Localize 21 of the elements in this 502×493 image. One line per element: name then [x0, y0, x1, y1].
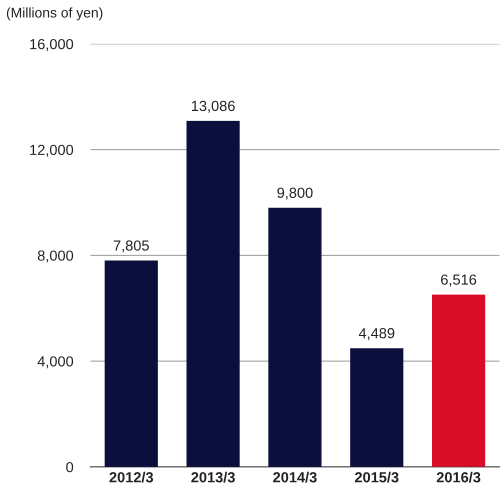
y-tick-label: 8,000: [38, 250, 74, 263]
y-tick-label: 16,000: [30, 38, 74, 52]
y-tick-label: 0: [66, 462, 74, 472]
data-label: 6,516: [441, 274, 476, 286]
x-tick-label: 2015/3: [354, 472, 399, 483]
y-tick-label: 4,000: [38, 356, 74, 368]
y-axis-title: (Millions of yen): [6, 7, 102, 20]
bar: [186, 120, 240, 467]
x-tick-label: 2014/3: [273, 472, 317, 483]
x-tick-label: 2012/3: [109, 472, 154, 483]
data-label: 13,086: [192, 100, 235, 113]
bar: [104, 260, 158, 467]
x-tick-label: 2016/3: [436, 472, 480, 483]
data-label: 7,805: [114, 240, 149, 252]
data-label: 4,489: [358, 328, 394, 340]
y-tick-label: 12,000: [30, 144, 74, 157]
x-tick-label: 2013/3: [191, 472, 235, 483]
data-label: 9,800: [277, 188, 313, 200]
bar: [268, 208, 322, 467]
bar: [432, 294, 486, 467]
bar: [350, 348, 404, 467]
